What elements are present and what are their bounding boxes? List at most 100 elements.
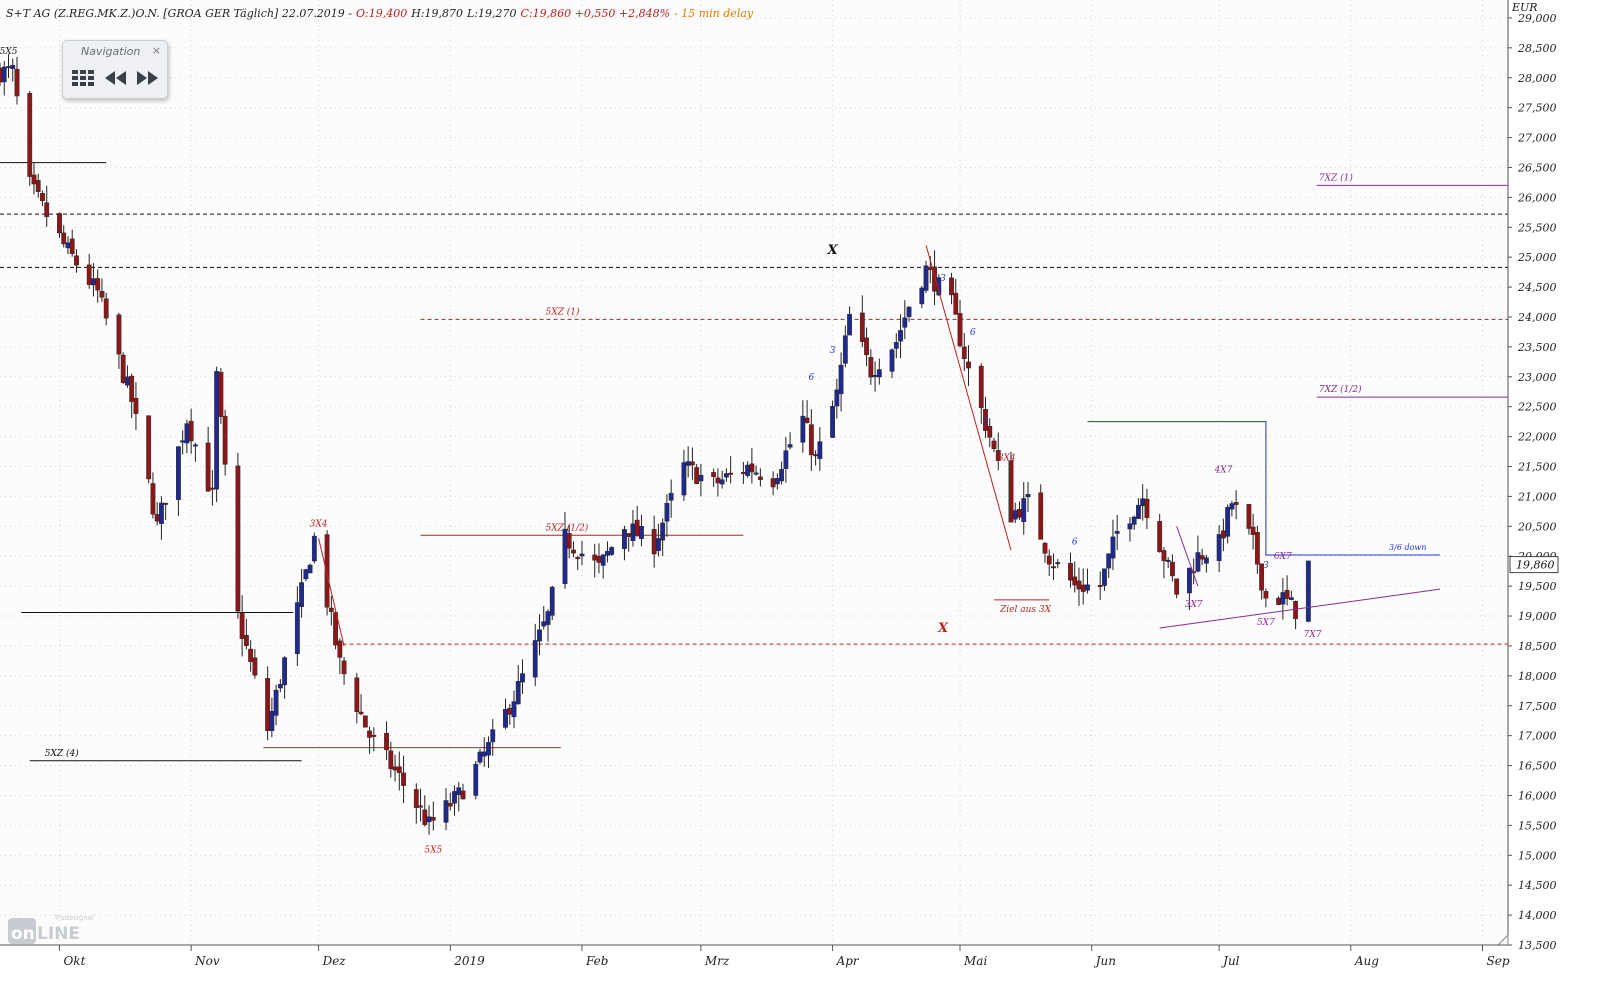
candle-body <box>579 553 585 557</box>
grid-menu-icon[interactable] <box>71 68 97 88</box>
candle-body <box>1284 590 1290 599</box>
y-tick-label: 25,500 <box>1517 221 1557 234</box>
fast-forward-icon[interactable] <box>134 68 160 88</box>
y-tick-label: 13,500 <box>1518 939 1557 952</box>
navigation-title: Navigation <box>81 45 141 58</box>
candle-body <box>222 415 228 465</box>
candle-body <box>477 751 483 763</box>
candle-body <box>163 502 169 505</box>
candle-body <box>609 547 615 555</box>
candle-body <box>146 415 152 480</box>
y-tick-label: 16,500 <box>1518 760 1557 773</box>
y-tick-label: 19,500 <box>1518 580 1557 593</box>
candle-body <box>1042 542 1048 554</box>
candle-body <box>180 440 186 443</box>
candle-body <box>953 292 959 315</box>
candle-body <box>626 533 632 537</box>
y-tick-label: 25,000 <box>1517 251 1557 264</box>
pattern-annotation: 5X7 <box>1257 618 1275 628</box>
candle-body <box>656 538 661 552</box>
candle-body <box>549 586 555 616</box>
candle-body <box>1225 506 1231 537</box>
tradesignal-online-logo: on LINE Tradesignal <box>8 912 108 946</box>
candle-body <box>592 554 598 561</box>
y-tick-label: 26,500 <box>1517 161 1557 174</box>
y-tick-label: 27,000 <box>1517 132 1557 145</box>
y-tick-label: 28,500 <box>1517 42 1557 55</box>
candle-body <box>681 462 687 496</box>
candle-body <box>86 264 92 285</box>
candle-body <box>473 763 479 796</box>
candle-body <box>294 602 300 655</box>
candle-body <box>562 528 568 584</box>
x-tick-label: Apr <box>836 954 860 968</box>
y-tick-label: 19,000 <box>1518 610 1557 623</box>
candle-body <box>711 472 717 478</box>
candle-body <box>961 346 967 360</box>
candle-body <box>333 612 338 646</box>
x-tick-label: 2019 <box>453 954 485 968</box>
y-tick-label: 21,500 <box>1517 461 1557 474</box>
x-tick-label: Nov <box>194 954 220 968</box>
candle-body <box>830 405 835 438</box>
candle-body <box>532 640 538 678</box>
candle-body <box>418 805 423 808</box>
candle-body <box>65 242 71 249</box>
rewind-icon[interactable] <box>103 68 129 88</box>
pattern-annotation: 5X5 <box>424 845 442 855</box>
candle-body <box>1102 568 1107 586</box>
trendline <box>1159 588 1441 629</box>
close-icon[interactable]: × <box>151 44 161 57</box>
candle-body <box>715 477 721 484</box>
y-tick-label: 21,000 <box>1517 490 1557 503</box>
x-tick-label: Mai <box>963 954 987 968</box>
candle-body <box>1229 503 1235 510</box>
candle-body <box>719 479 725 485</box>
candle-body <box>61 232 67 245</box>
candle-body <box>634 519 640 537</box>
candle-body <box>337 640 343 658</box>
candle-body <box>1046 555 1052 565</box>
candle-body <box>426 816 432 823</box>
candle-body <box>685 461 691 466</box>
y-tick-label: 18,000 <box>1518 670 1557 683</box>
candle-body <box>14 68 20 97</box>
candle-body <box>1136 504 1141 519</box>
candle-body <box>184 423 190 444</box>
candle-body <box>698 474 704 482</box>
candle-body <box>864 337 869 356</box>
trendline <box>318 538 345 647</box>
candle-body <box>430 816 436 821</box>
candle-body <box>1280 592 1286 605</box>
candle-body <box>303 569 309 580</box>
y-tick-label: 16,000 <box>1518 789 1557 802</box>
candle-body <box>991 440 997 449</box>
candle-body <box>413 789 419 809</box>
candle-body <box>120 354 126 383</box>
candle-body <box>252 657 258 676</box>
candle-body <box>150 483 156 515</box>
candle-body <box>35 180 41 192</box>
candle-body <box>1250 526 1256 535</box>
candle-body <box>1170 561 1175 577</box>
y-tick-label: 17,000 <box>1518 730 1557 743</box>
last-price-label: 19,860 <box>1516 559 1555 572</box>
pattern-annotation: 3 <box>940 274 946 284</box>
candle-body <box>401 772 406 786</box>
candle-body <box>507 707 513 715</box>
candle-body <box>95 278 101 291</box>
pattern-annotation: 4X7 <box>1213 466 1232 476</box>
candle-body <box>966 361 971 369</box>
candle-body <box>6 66 11 69</box>
candle-body <box>651 528 657 555</box>
candle-body <box>817 441 823 459</box>
candle-body <box>1140 498 1146 507</box>
candle-body <box>69 238 75 254</box>
y-tick-label: 15,000 <box>1518 849 1557 862</box>
pattern-annotation: 6X7 <box>1274 552 1292 562</box>
candle-body <box>889 349 895 372</box>
candle-body <box>1131 516 1137 525</box>
y-tick-label: 20,500 <box>1517 520 1557 533</box>
candle-body <box>1025 494 1031 498</box>
